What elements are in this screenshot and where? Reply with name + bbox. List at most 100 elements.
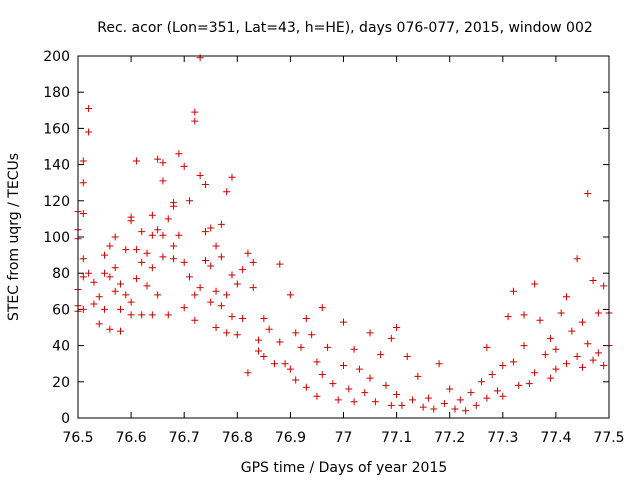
data-point — [154, 291, 162, 299]
data-point — [430, 405, 438, 413]
data-point — [552, 345, 560, 353]
data-point — [313, 358, 321, 366]
data-point — [159, 253, 167, 261]
data-point — [557, 309, 565, 317]
data-point — [170, 242, 178, 250]
data-point — [111, 264, 119, 272]
data-point — [568, 327, 576, 335]
x-tick-label: 76.8 — [222, 430, 253, 446]
data-point — [573, 255, 581, 263]
data-point — [85, 269, 93, 277]
data-point — [90, 278, 98, 286]
y-tick-label: 80 — [52, 266, 70, 282]
data-point — [85, 128, 93, 136]
data-point — [170, 255, 178, 263]
data-point — [201, 228, 209, 236]
data-point — [79, 157, 87, 165]
y-axis: 0 20 40 60 80 100 120 140 160 180 200 — [43, 49, 609, 427]
data-point — [472, 401, 480, 409]
data-point — [201, 257, 209, 265]
y-tick-label: 40 — [52, 339, 70, 355]
data-point — [255, 336, 263, 344]
plot-frame — [77, 55, 610, 419]
data-point — [589, 276, 597, 284]
data-point — [297, 343, 305, 351]
data-point — [138, 311, 146, 319]
data-point — [116, 280, 124, 288]
data-point — [164, 215, 172, 223]
data-point — [499, 362, 507, 370]
data-point — [403, 352, 411, 360]
data-point — [175, 150, 183, 158]
data-point — [186, 197, 194, 205]
data-point — [424, 394, 432, 402]
x-tick-label: 77 — [335, 430, 353, 446]
data-point — [552, 365, 560, 373]
data-point — [148, 211, 156, 219]
data-point — [563, 360, 571, 368]
data-point — [79, 255, 87, 263]
data-point — [600, 362, 608, 370]
data-point — [302, 383, 310, 391]
data-point — [249, 284, 257, 292]
data-point — [366, 374, 374, 382]
data-point — [594, 349, 602, 357]
data-point — [334, 396, 342, 404]
data-point — [101, 305, 109, 313]
data-point — [207, 224, 215, 232]
data-point — [244, 369, 252, 377]
data-point — [186, 273, 194, 281]
y-tick-label: 20 — [52, 375, 70, 391]
x-tick-label: 77.3 — [487, 430, 518, 446]
data-point — [318, 371, 326, 379]
data-point — [451, 405, 459, 413]
data-point — [371, 398, 379, 406]
data-point — [132, 246, 140, 254]
data-point — [313, 392, 321, 400]
data-point — [478, 378, 486, 386]
data-point — [509, 358, 517, 366]
data-point — [414, 372, 422, 380]
data-point — [143, 249, 151, 257]
data-point — [90, 300, 98, 308]
data-point — [154, 226, 162, 234]
data-point — [233, 280, 241, 288]
data-point — [228, 173, 236, 181]
data-point — [175, 231, 183, 239]
data-point — [440, 400, 448, 408]
x-axis-label: GPS time / Days of year 2015 — [241, 460, 448, 476]
data-point — [196, 284, 204, 292]
data-point — [276, 338, 284, 346]
data-point — [79, 179, 87, 187]
data-point — [515, 381, 523, 389]
data-point — [239, 266, 247, 274]
data-point — [393, 324, 401, 331]
data-point — [318, 304, 326, 312]
x-tick-label: 77.2 — [434, 430, 465, 446]
x-tick-label: 76.6 — [116, 430, 147, 446]
data-point — [573, 352, 581, 360]
data-point — [435, 360, 443, 368]
data-point — [212, 242, 220, 250]
y-tick-label: 120 — [43, 194, 70, 210]
y-tick-label: 200 — [43, 49, 70, 65]
data-point — [260, 314, 268, 322]
data-point — [79, 273, 87, 281]
data-point — [191, 108, 199, 116]
data-point — [541, 351, 549, 359]
data-point — [101, 269, 109, 277]
data-point — [329, 380, 337, 388]
data-point — [170, 202, 178, 210]
x-tick-label: 77.1 — [381, 430, 412, 446]
data-point — [409, 396, 417, 404]
data-point — [531, 369, 539, 377]
data-point — [387, 334, 395, 342]
data-point — [95, 320, 103, 328]
data-point — [138, 228, 146, 236]
data-point — [584, 190, 592, 198]
data-point — [499, 392, 507, 400]
data-point — [244, 249, 252, 257]
x-tick-label: 76.9 — [275, 430, 306, 446]
data-point — [509, 287, 517, 295]
x-tick-label: 77.4 — [540, 430, 571, 446]
